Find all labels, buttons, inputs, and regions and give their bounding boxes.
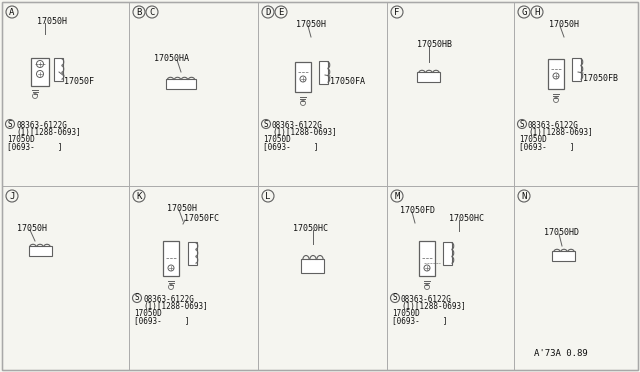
Text: 08363-6122G: 08363-6122G bbox=[143, 295, 194, 304]
Text: 08363-6122G: 08363-6122G bbox=[16, 121, 67, 130]
Text: 17050HC: 17050HC bbox=[449, 214, 484, 223]
Text: [0693-     ]: [0693- ] bbox=[392, 316, 447, 325]
Text: 08363-6122G: 08363-6122G bbox=[401, 295, 452, 304]
Text: S: S bbox=[393, 294, 397, 302]
Text: 17050H: 17050H bbox=[296, 20, 326, 29]
Text: F: F bbox=[394, 7, 400, 16]
FancyBboxPatch shape bbox=[295, 62, 311, 92]
Text: 08363-6122G: 08363-6122G bbox=[528, 121, 579, 130]
Text: (1)[1288-0693]: (1)[1288-0693] bbox=[16, 128, 81, 137]
Text: 17050H: 17050H bbox=[167, 204, 197, 213]
FancyBboxPatch shape bbox=[166, 79, 196, 89]
Text: (1)[1288-0693]: (1)[1288-0693] bbox=[401, 302, 466, 311]
Text: N: N bbox=[522, 192, 527, 201]
Text: 17050FD: 17050FD bbox=[400, 206, 435, 215]
Text: [0693-     ]: [0693- ] bbox=[134, 316, 189, 325]
FancyBboxPatch shape bbox=[573, 58, 582, 80]
FancyBboxPatch shape bbox=[188, 241, 196, 264]
Text: J: J bbox=[10, 192, 15, 201]
Text: A: A bbox=[10, 7, 15, 16]
Text: S: S bbox=[134, 294, 140, 302]
Text: 17050HA: 17050HA bbox=[154, 54, 189, 63]
Text: D: D bbox=[266, 7, 271, 16]
Text: 17050H: 17050H bbox=[549, 20, 579, 29]
FancyBboxPatch shape bbox=[301, 259, 324, 273]
Text: [0693-     ]: [0693- ] bbox=[7, 142, 63, 151]
Text: (1)[1288-0693]: (1)[1288-0693] bbox=[272, 128, 337, 137]
Text: B: B bbox=[136, 7, 141, 16]
FancyBboxPatch shape bbox=[417, 72, 440, 82]
Text: 17050D: 17050D bbox=[263, 135, 291, 144]
Text: [0693-     ]: [0693- ] bbox=[263, 142, 319, 151]
Text: M: M bbox=[394, 192, 400, 201]
Text: S: S bbox=[520, 119, 524, 128]
Text: E: E bbox=[278, 7, 284, 16]
Text: [0693-     ]: [0693- ] bbox=[519, 142, 575, 151]
Text: 17050D: 17050D bbox=[7, 135, 35, 144]
Text: (1)[1288-0693]: (1)[1288-0693] bbox=[143, 302, 208, 311]
FancyBboxPatch shape bbox=[419, 241, 435, 276]
Text: 17050FB: 17050FB bbox=[583, 74, 618, 83]
Text: 17050HB: 17050HB bbox=[417, 40, 452, 49]
Text: A'73A 0.89: A'73A 0.89 bbox=[534, 349, 588, 358]
Text: C: C bbox=[149, 7, 155, 16]
Text: 17050FA: 17050FA bbox=[330, 77, 365, 86]
Text: H: H bbox=[534, 7, 540, 16]
Text: 17050HC: 17050HC bbox=[293, 224, 328, 233]
FancyBboxPatch shape bbox=[29, 246, 51, 256]
Text: 17050D: 17050D bbox=[134, 309, 162, 318]
FancyBboxPatch shape bbox=[552, 251, 575, 261]
FancyBboxPatch shape bbox=[54, 58, 63, 80]
Text: 17050D: 17050D bbox=[519, 135, 547, 144]
FancyBboxPatch shape bbox=[163, 241, 179, 276]
Text: K: K bbox=[136, 192, 141, 201]
FancyBboxPatch shape bbox=[548, 59, 564, 89]
Text: 17050F: 17050F bbox=[64, 77, 94, 86]
FancyBboxPatch shape bbox=[319, 61, 328, 83]
Text: S: S bbox=[8, 119, 12, 128]
Text: 17050H: 17050H bbox=[17, 224, 47, 233]
Text: 17050H: 17050H bbox=[37, 17, 67, 26]
Text: 17050FC: 17050FC bbox=[184, 214, 219, 223]
Text: 17050HD: 17050HD bbox=[544, 228, 579, 237]
Text: 08363-6122G: 08363-6122G bbox=[272, 121, 323, 130]
Text: L: L bbox=[266, 192, 271, 201]
FancyBboxPatch shape bbox=[31, 58, 49, 86]
Text: S: S bbox=[264, 119, 268, 128]
Text: 17050D: 17050D bbox=[392, 309, 420, 318]
FancyBboxPatch shape bbox=[444, 241, 452, 264]
Text: G: G bbox=[522, 7, 527, 16]
Text: (1)[1288-0693]: (1)[1288-0693] bbox=[528, 128, 593, 137]
